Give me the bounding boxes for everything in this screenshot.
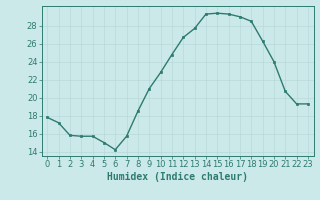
X-axis label: Humidex (Indice chaleur): Humidex (Indice chaleur) (107, 172, 248, 182)
